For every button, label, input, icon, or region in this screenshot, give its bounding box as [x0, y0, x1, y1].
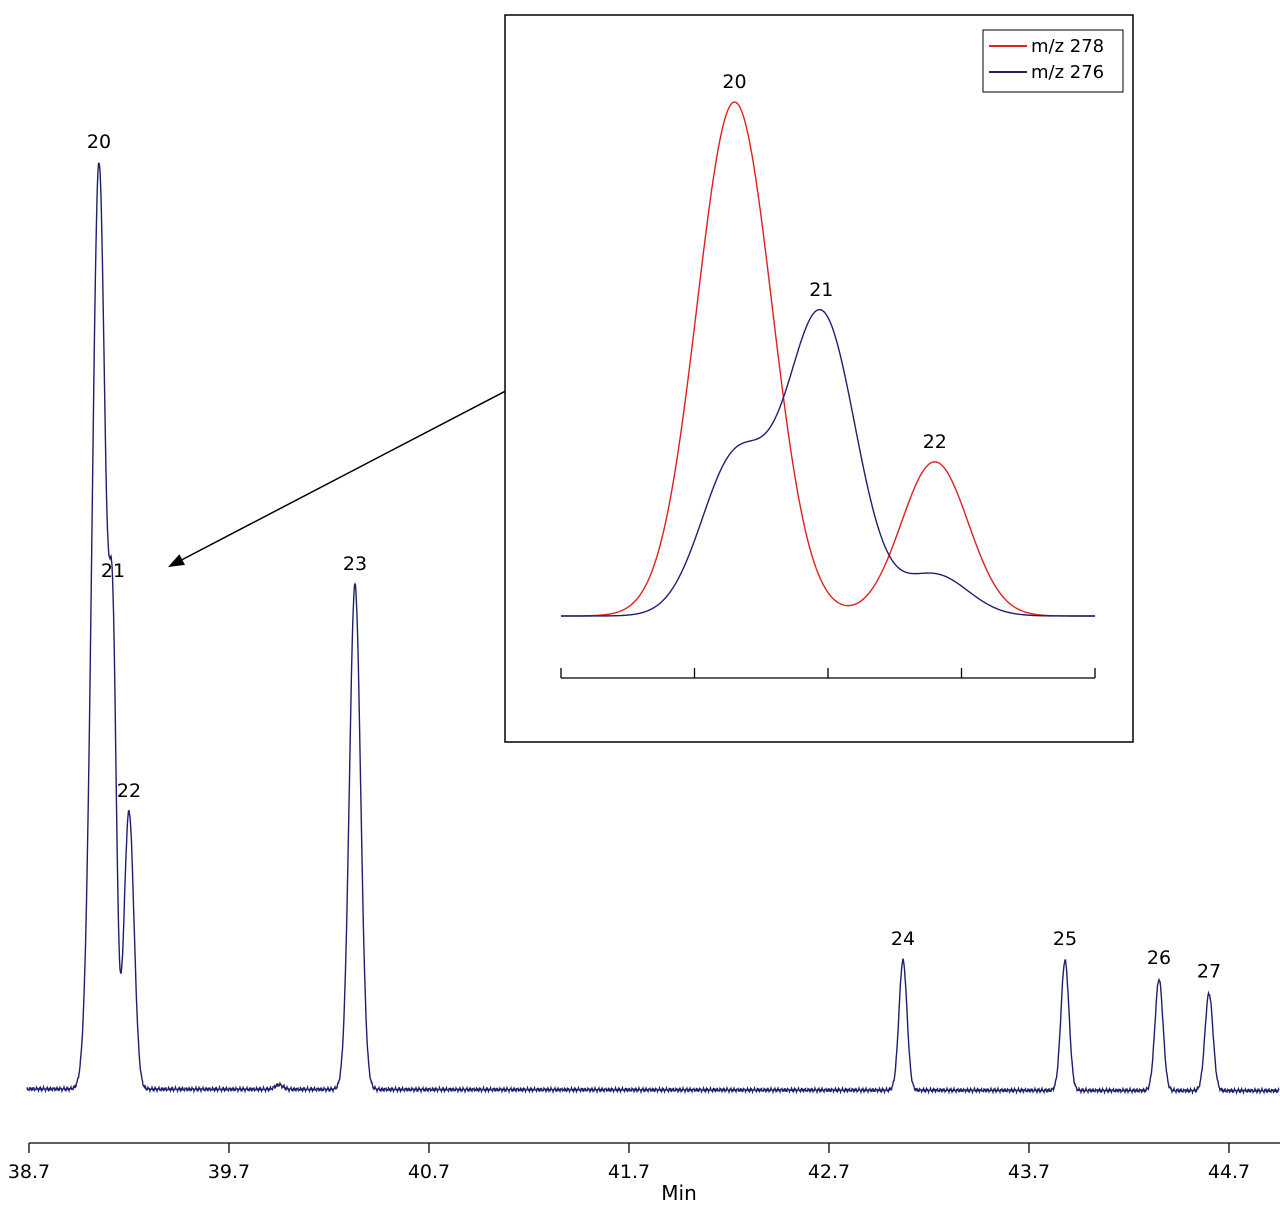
zoom-arrow-head [168, 554, 185, 567]
peak-label-22: 22 [117, 780, 141, 802]
x-tick-label: 42.7 [808, 1161, 850, 1183]
inset-trace-mz278 [561, 101, 1095, 617]
zoom-arrow [181, 358, 568, 561]
peak-label-21: 21 [101, 560, 125, 582]
peak-label-20: 20 [87, 131, 111, 153]
x-tick-label: 40.7 [408, 1161, 450, 1183]
x-tick-label: 39.7 [208, 1161, 250, 1183]
main-trace [26, 162, 1280, 1096]
x-tick-label: 43.7 [1008, 1161, 1050, 1183]
inset-frame [504, 14, 1134, 743]
legend-box [982, 29, 1124, 93]
inset-peak-label-22: 22 [923, 431, 947, 453]
peak-label-27: 27 [1197, 961, 1221, 983]
main-plot: 20 21 22 23 24 25 26 27 38.7 39.7 40.7 41.7 42.7 43.… [8, 131, 1280, 1205]
inset-trace-mz276 [561, 308, 1095, 617]
inset-panel: 20 22 21 m/z 278 m/z 276 [504, 14, 1134, 743]
peak-label-26: 26 [1147, 947, 1171, 969]
x-tick-label: 44.7 [1208, 1161, 1250, 1183]
legend-label: m/z 276 [1031, 62, 1104, 83]
x-tick-label: 41.7 [608, 1161, 650, 1183]
inset-peak-label-21: 21 [809, 279, 833, 301]
x-tick-label: 38.7 [8, 1161, 50, 1183]
inset-peak-label-20: 20 [722, 71, 746, 93]
peak-label-23: 23 [343, 553, 367, 575]
legend-label: m/z 278 [1031, 36, 1104, 57]
peak-label-24: 24 [891, 928, 915, 950]
inset-legend: m/z 278 m/z 276 [982, 29, 1124, 93]
peak-label-25: 25 [1053, 928, 1077, 950]
x-axis-title: Min [661, 1181, 697, 1205]
